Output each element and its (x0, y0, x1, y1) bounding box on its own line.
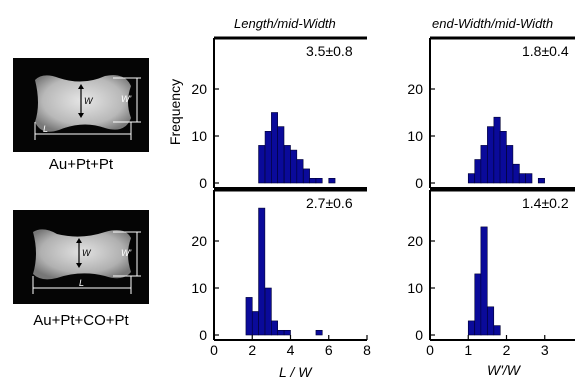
x-tick-label: 4 (287, 342, 295, 358)
right-column-title: end-Width/mid-Width (432, 16, 554, 31)
y-tick-label: 10 (191, 280, 207, 296)
histogram-bar (271, 112, 278, 184)
y-tick-label: 0 (415, 327, 423, 343)
tem-image-au-pt-co-pt: W W' L (13, 210, 149, 304)
x-tick-label: 8 (363, 342, 371, 358)
histogram-bar (290, 149, 298, 184)
stat-annotation: 3.5±0.8 (306, 43, 353, 59)
w-prime-label: W' (121, 248, 131, 258)
histogram-bar (283, 145, 291, 184)
right-x-axis-label: W'/W (487, 362, 520, 378)
histogram-bar (518, 173, 526, 184)
y-tick-label: 20 (407, 233, 423, 249)
x-tick-label: 2 (248, 342, 256, 358)
y-tick-label: 10 (407, 280, 423, 296)
histogram-bar (309, 178, 317, 184)
histogram-bar (328, 178, 336, 184)
y-tick-label: 20 (407, 81, 423, 97)
histogram-bar (296, 159, 304, 184)
histogram-bar (512, 163, 520, 184)
histogram-bar (303, 168, 310, 184)
histogram-bar (258, 145, 266, 184)
y-tick-label: 20 (191, 81, 207, 97)
x-tick-label: 1 (464, 342, 472, 358)
x-tick-label: 2 (503, 342, 511, 358)
histogram-bar (277, 126, 285, 184)
l-label: L (43, 124, 48, 134)
histogram-bar (467, 320, 475, 336)
left-x-axis-label: L / W (279, 364, 312, 380)
l-label: L (79, 278, 84, 288)
histogram-bar (258, 207, 266, 336)
histogram-bar (251, 311, 259, 336)
histogram-bar (487, 126, 495, 184)
x-tick-label: 0 (210, 342, 218, 358)
histogram-bar (480, 226, 488, 336)
y-tick-label: 10 (407, 128, 423, 144)
nanoparticle-micrograph: W W' L (34, 75, 141, 140)
histogram-bar (537, 178, 545, 184)
sample-label-au-pt-co-pt: Au+Pt+CO+Pt (33, 312, 129, 329)
stat-annotation: 2.7±0.6 (306, 195, 353, 211)
histogram-bar (493, 325, 501, 336)
histogram-bar (277, 329, 285, 336)
w-label: W (84, 96, 94, 106)
y-tick-label: 20 (191, 233, 207, 249)
y-tick-label: 0 (415, 175, 423, 191)
left-column-title: Length/mid-Width (234, 16, 336, 31)
w-prime-label: W' (121, 94, 131, 104)
y-tick-label: 0 (199, 327, 207, 343)
histogram-bar (315, 329, 323, 336)
x-tick-label: 3 (541, 342, 549, 358)
histogram-bar (271, 320, 278, 336)
histogram-bar (283, 329, 291, 336)
stat-annotation: 1.8±0.4 (522, 43, 569, 59)
w-label: W (82, 248, 92, 258)
histogram-bar (245, 297, 253, 336)
histogram-bar (264, 131, 272, 184)
x-tick-label: 6 (325, 342, 333, 358)
histogram-bar (474, 159, 482, 184)
x-tick-label: 0 (426, 342, 434, 358)
nanoparticle-micrograph: W W' L (32, 229, 141, 294)
histogram-bar (525, 173, 533, 184)
y-tick-label: 10 (191, 128, 207, 144)
y-tick-label: 0 (199, 175, 207, 191)
histogram-bar (474, 273, 482, 336)
histogram-bar (480, 145, 488, 184)
sample-label-au-pt-pt: Au+Pt+Pt (48, 156, 114, 173)
histogram-bar (506, 145, 514, 184)
histogram-bar (487, 306, 495, 336)
histogram-bar (467, 173, 475, 184)
histogram-bar (264, 287, 272, 336)
histogram-bar (499, 131, 507, 184)
stat-annotation: 1.4±0.2 (522, 195, 569, 211)
histogram-bar (315, 178, 323, 184)
tem-image-au-pt-pt: W W' L (13, 58, 149, 152)
histogram-bar (493, 116, 501, 184)
